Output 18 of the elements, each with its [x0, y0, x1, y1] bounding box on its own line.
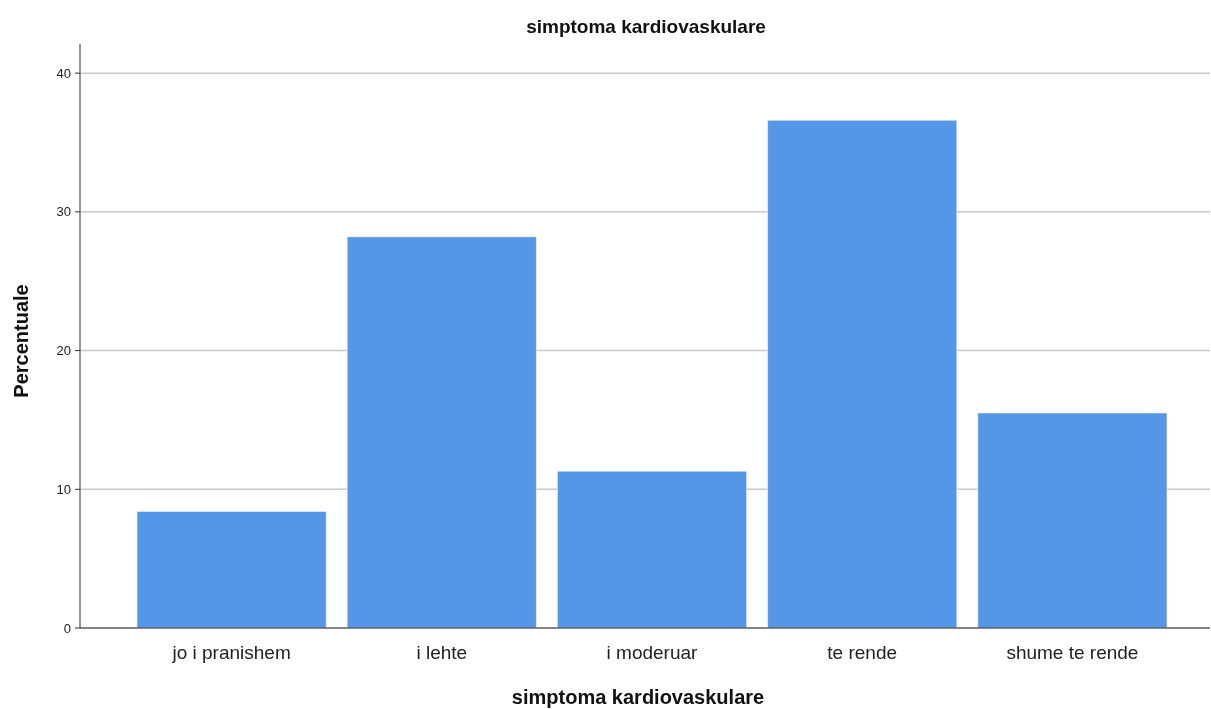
x-tick-label: jo i pranishem	[171, 642, 291, 663]
bar	[767, 119, 958, 629]
y-axis-title: Percentuale	[10, 284, 32, 398]
x-tick-label: i lehte	[416, 642, 468, 663]
y-tick-label: 30	[56, 204, 71, 220]
bar	[556, 470, 748, 629]
chart-title: simptoma kardiovaskulare	[526, 16, 766, 37]
bar	[977, 412, 1168, 629]
y-tick-label: 10	[56, 481, 71, 497]
y-tick-label: 0	[63, 620, 71, 636]
x-tick-label: shume te rende	[1006, 642, 1139, 663]
x-axis-title: simptoma kardiovaskulare	[511, 686, 765, 708]
y-tick-label: 20	[56, 343, 71, 359]
x-tick-label: i moderuar	[606, 642, 699, 663]
bar	[136, 510, 327, 629]
y-tick-label: 40	[56, 65, 71, 81]
bar	[346, 236, 537, 629]
x-tick-label: te rende	[827, 642, 898, 663]
